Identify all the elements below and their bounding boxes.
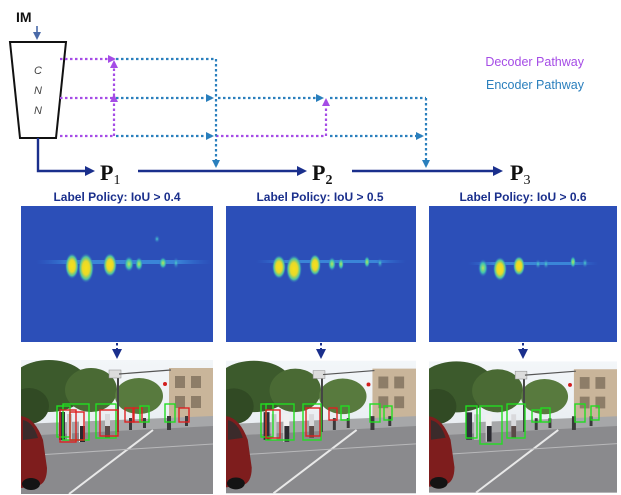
policy-label-3: Label Policy: IoU > 0.6 [459, 190, 586, 204]
detection-image-3 [429, 360, 617, 494]
legend-decoder-label: Decoder Pathway [485, 55, 584, 69]
heatmap-2 [226, 206, 416, 342]
legend-encoder-label: Encoder Pathway [486, 78, 585, 92]
stage-label-2: P2 [312, 160, 332, 188]
decoder-pathway [60, 55, 330, 138]
heatmap-to-image-arrows [112, 343, 528, 359]
input-label: IM [16, 9, 32, 25]
main-path [36, 138, 503, 176]
policy-label-1: Label Policy: IoU > 0.4 [53, 190, 180, 204]
detection-image-1 [21, 360, 213, 494]
heatmap-3 [429, 206, 617, 342]
cnn-letter-2: N [34, 85, 42, 97]
detection-image-2 [226, 360, 416, 494]
stage-label-1: P1 [100, 160, 120, 188]
encoder-pathway [116, 57, 430, 168]
heatmap-1 [21, 206, 213, 342]
policy-label-2: Label Policy: IoU > 0.5 [256, 190, 383, 204]
stage-label-3: P3 [510, 160, 530, 188]
cnn-letter-3: N [34, 105, 42, 117]
cnn-backbone [8, 41, 68, 139]
cnn-letter-1: C [34, 65, 42, 77]
